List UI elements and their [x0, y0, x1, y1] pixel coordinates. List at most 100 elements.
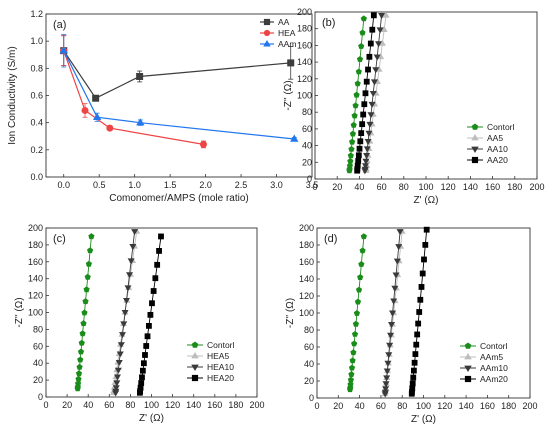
- x-axis-label: Z' (Ω): [411, 414, 436, 425]
- legend-entry-hea: HEA: [260, 28, 296, 38]
- data-point: [373, 54, 381, 61]
- data-point: [127, 258, 135, 265]
- y-tick-label: 80: [304, 325, 314, 335]
- legend-marker: [191, 364, 199, 371]
- data-point: [359, 247, 366, 254]
- legend-entry-aa10: AA10: [467, 144, 508, 154]
- x-tick-label: 40: [354, 182, 364, 192]
- data-point: [158, 233, 164, 240]
- y-tick-label: 0.0: [30, 172, 43, 182]
- data-point: [349, 357, 356, 364]
- data-point: [348, 145, 355, 152]
- y-tick-label: 120: [28, 291, 43, 301]
- chart-panel-4: 0 20 40 60 80 100 120 140 160 180 200 0 20 40 60 80 100 1…: [285, 223, 538, 425]
- x-tick-label: 0: [43, 400, 48, 410]
- x-tick-label: 100: [418, 182, 433, 192]
- y-tick-label: 200: [299, 223, 314, 233]
- y-axis-label: -Z'' (Ω): [283, 80, 294, 110]
- legend-entry-aa: AA: [260, 17, 290, 27]
- x-tick-label: 120: [165, 400, 180, 410]
- data-point: [362, 90, 369, 97]
- y-tick-label: 60: [304, 342, 314, 352]
- data-point: [392, 272, 400, 279]
- series-contorl: [346, 233, 367, 393]
- data-point: [419, 270, 426, 277]
- data-point: [352, 102, 359, 109]
- panel-label: (d): [324, 233, 337, 245]
- data-point: [395, 244, 403, 251]
- data-point: [131, 229, 139, 236]
- data-point: [388, 322, 396, 329]
- y-tick-label: 120: [299, 291, 314, 301]
- data-point: [121, 310, 129, 317]
- data-point: [360, 111, 367, 118]
- x-tick-label: 0.0: [57, 180, 70, 190]
- data-point: [375, 41, 383, 48]
- data-point: [416, 309, 423, 315]
- data-point: [369, 26, 376, 33]
- data-point: [359, 29, 366, 36]
- data-point: [351, 330, 359, 337]
- data-point: [384, 360, 392, 367]
- legend-label: AAm: [278, 39, 296, 49]
- series-aa: [60, 35, 295, 102]
- panel-label: (a): [53, 19, 66, 31]
- data-point: [143, 343, 150, 349]
- data-point: [287, 59, 295, 67]
- data-point: [370, 12, 377, 19]
- data-point: [414, 331, 421, 338]
- x-tick-label: 180: [501, 401, 516, 411]
- legend-label: AAm20: [480, 374, 508, 384]
- data-point: [117, 342, 125, 349]
- y-axis-label: -Z'' (Ω): [285, 298, 296, 328]
- x-tick-label: 160: [485, 182, 500, 192]
- legend-label: Contorl: [480, 341, 508, 351]
- data-point: [140, 360, 147, 367]
- y-tick-label: 180: [28, 240, 43, 250]
- data-point: [358, 130, 365, 136]
- data-point: [75, 375, 82, 382]
- data-point: [77, 348, 85, 355]
- legend-label: HEA20: [207, 373, 234, 383]
- data-point: [410, 367, 417, 374]
- data-point: [120, 321, 128, 328]
- x-tick-label: 180: [507, 182, 522, 192]
- data-point: [370, 79, 378, 86]
- data-point: [348, 364, 356, 371]
- series-hea10: [112, 229, 139, 397]
- data-point: [355, 286, 363, 293]
- y-tick-label: 60: [33, 341, 43, 351]
- data-point: [144, 333, 151, 340]
- data-point: [385, 352, 393, 359]
- x-tick-label: 2.0: [199, 180, 212, 190]
- data-point: [383, 368, 391, 375]
- chart-panel-2: 0 20 40 60 80 100 120 140 160 180 200 0 20 40 60 80 100 1…: [283, 7, 545, 206]
- y-axis-label: Ion Conductivity (S/m): [7, 46, 18, 144]
- x-tick-label: 3.5: [306, 180, 319, 190]
- x-tick-label: 20: [332, 182, 342, 192]
- data-point: [368, 101, 376, 109]
- data-point: [92, 112, 102, 120]
- data-point: [75, 370, 83, 377]
- y-tick-label: 40: [304, 359, 314, 369]
- data-point: [347, 381, 354, 388]
- y-tick-label: 0: [38, 392, 43, 402]
- y-tick-label: 160: [28, 257, 43, 267]
- y-tick-label: 160: [299, 257, 314, 267]
- data-point: [354, 298, 362, 305]
- x-tick-label: 0: [314, 401, 319, 411]
- legend-marker: [471, 123, 479, 130]
- x-tick-label: 60: [376, 401, 386, 411]
- legend-label: HEA: [278, 28, 296, 38]
- data-point: [156, 248, 162, 254]
- x-tick-label: 140: [463, 182, 478, 192]
- data-point: [139, 374, 145, 381]
- data-point: [360, 233, 367, 240]
- data-point: [87, 247, 94, 254]
- legend-entry-hea10: HEA10: [187, 362, 234, 372]
- data-point: [349, 138, 356, 145]
- data-point: [124, 285, 132, 292]
- data-point: [76, 363, 83, 370]
- data-point: [116, 351, 124, 358]
